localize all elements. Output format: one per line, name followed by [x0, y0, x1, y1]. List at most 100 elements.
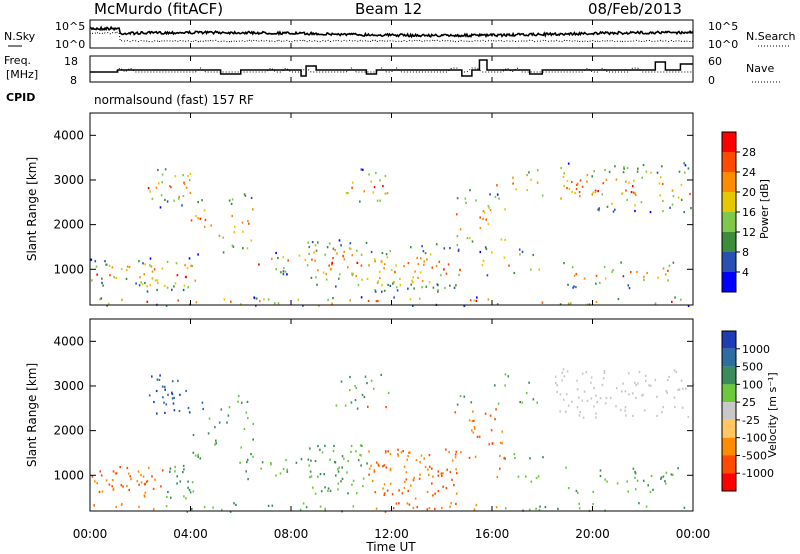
data-cell — [165, 403, 168, 406]
data-cell — [593, 405, 595, 408]
data-cell — [565, 466, 567, 469]
data-cell — [421, 286, 423, 289]
data-cell — [642, 163, 645, 167]
data-cell — [126, 484, 128, 488]
data-cell — [472, 431, 475, 434]
data-cell — [176, 482, 178, 485]
data-cell — [178, 195, 180, 198]
data-cell — [456, 197, 459, 200]
data-cell — [410, 283, 413, 286]
data-cell — [424, 252, 427, 255]
data-cell — [370, 464, 372, 467]
data-cell — [575, 286, 577, 289]
data-cell — [327, 489, 329, 492]
data-cell — [397, 448, 399, 451]
data-cell — [441, 474, 443, 477]
data-cell — [310, 276, 313, 279]
data-cell — [215, 439, 217, 442]
power-ylabel: Slant Range [km] — [25, 157, 39, 261]
data-cell — [636, 479, 639, 482]
data-cell — [197, 217, 199, 220]
data-cell — [135, 282, 137, 285]
data-cell — [434, 492, 436, 495]
data-cell — [597, 208, 599, 211]
data-cell — [347, 460, 349, 463]
colorbar-swatch — [722, 152, 736, 172]
colorbar-swatch — [722, 192, 736, 212]
data-cell — [309, 447, 311, 450]
data-cell — [559, 410, 561, 413]
frequency-panel: Freq. [MHz] 18 8 60 0 Nave — [4, 54, 780, 87]
data-cell — [680, 379, 683, 382]
data-cell — [374, 289, 377, 292]
data-cell — [599, 469, 602, 472]
data-cell — [595, 394, 597, 397]
data-cell — [445, 448, 447, 451]
data-cell — [234, 225, 236, 228]
data-cell — [578, 191, 581, 194]
noise-tick-left-top: 10^5 — [55, 20, 85, 33]
data-cell — [457, 248, 460, 251]
data-cell — [680, 298, 682, 301]
data-cell — [357, 284, 360, 287]
data-cell — [302, 502, 305, 505]
data-cell — [101, 490, 104, 493]
data-cell — [674, 296, 676, 299]
data-cell — [664, 273, 667, 276]
data-cell — [488, 443, 491, 446]
data-cell — [377, 280, 379, 283]
data-cell — [504, 238, 506, 241]
data-cell — [669, 206, 671, 209]
data-cell — [489, 193, 491, 196]
data-cell — [368, 264, 370, 267]
data-cell — [351, 181, 354, 184]
data-cell — [381, 290, 383, 293]
data-cell — [203, 506, 206, 509]
data-cell — [370, 379, 373, 382]
data-cell — [487, 205, 490, 208]
data-cell — [192, 433, 195, 437]
colorbar-tick-label: 100 — [742, 378, 763, 391]
data-cell — [94, 480, 96, 483]
data-cell — [643, 409, 646, 412]
data-cell — [137, 470, 140, 473]
data-cell — [229, 510, 232, 513]
data-cell — [633, 179, 635, 182]
data-cell — [360, 264, 363, 267]
data-cell — [167, 490, 169, 494]
data-cell — [464, 197, 467, 200]
data-cell — [410, 246, 412, 249]
data-cell — [356, 407, 359, 410]
data-cell — [121, 298, 123, 301]
data-cell — [374, 290, 377, 293]
data-cell — [373, 470, 376, 473]
data-cell — [245, 411, 248, 414]
data-cell — [482, 209, 485, 213]
data-cell — [153, 400, 155, 404]
data-cell — [113, 276, 115, 279]
data-cell — [559, 393, 562, 396]
data-cell — [389, 452, 392, 456]
data-cell — [160, 485, 162, 488]
data-cell — [664, 480, 666, 483]
data-cell — [599, 475, 602, 478]
data-cell — [538, 268, 540, 271]
data-cell — [453, 484, 455, 487]
data-cell — [496, 475, 499, 479]
data-cell — [528, 171, 530, 174]
data-cell — [490, 429, 493, 432]
data-cell — [403, 264, 405, 268]
data-cell — [397, 453, 399, 456]
data-cell — [239, 461, 241, 464]
colorbar-tick-label: -100 — [742, 432, 767, 445]
data-cell — [677, 388, 679, 391]
data-cell — [192, 451, 195, 454]
data-cell — [270, 462, 272, 465]
data-cell — [243, 427, 246, 430]
data-cell — [579, 195, 581, 198]
data-cell — [188, 257, 191, 260]
data-cell — [504, 384, 506, 387]
data-cell — [475, 299, 478, 302]
data-cell — [468, 419, 471, 422]
data-cell — [367, 299, 370, 302]
